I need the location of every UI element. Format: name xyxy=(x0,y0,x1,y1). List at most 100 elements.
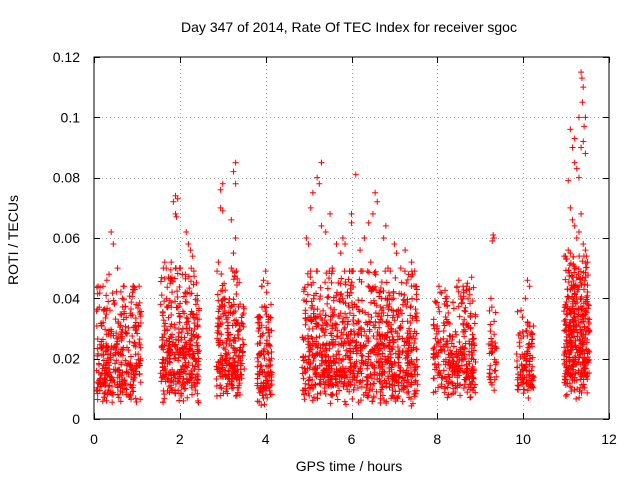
data-point xyxy=(160,367,167,374)
data-point xyxy=(235,384,242,391)
data-point xyxy=(180,375,187,382)
data-point xyxy=(460,385,467,392)
data-point xyxy=(307,317,314,324)
data-point xyxy=(405,370,412,377)
data-point xyxy=(324,300,331,307)
data-point xyxy=(235,328,242,335)
data-point xyxy=(128,396,135,403)
data-point xyxy=(401,292,408,299)
data-point xyxy=(344,289,351,296)
data-point xyxy=(162,357,169,364)
data-point xyxy=(224,380,231,387)
data-point xyxy=(524,277,531,284)
data-point xyxy=(96,341,103,348)
data-point xyxy=(302,315,309,322)
data-point xyxy=(565,364,572,371)
data-point xyxy=(260,395,267,402)
data-point xyxy=(256,398,263,405)
data-point xyxy=(580,286,587,293)
data-point xyxy=(435,328,442,335)
data-point xyxy=(492,339,499,346)
data-point xyxy=(396,324,403,331)
data-point xyxy=(237,301,244,308)
data-point xyxy=(573,395,580,402)
data-point xyxy=(107,330,114,337)
data-point xyxy=(571,386,578,393)
data-point xyxy=(442,295,449,302)
data-point xyxy=(517,379,524,386)
data-point xyxy=(396,367,403,374)
data-point xyxy=(524,348,531,355)
data-point xyxy=(453,331,460,338)
data-point xyxy=(302,321,309,328)
data-point xyxy=(112,316,119,323)
data-point xyxy=(578,296,585,303)
data-point xyxy=(350,316,357,323)
data-point xyxy=(230,309,237,316)
data-point xyxy=(341,398,348,405)
data-point xyxy=(437,343,444,350)
data-point xyxy=(350,320,357,327)
data-point xyxy=(227,310,234,317)
data-point xyxy=(317,284,324,291)
data-point xyxy=(486,307,493,314)
data-point xyxy=(185,241,192,248)
data-point xyxy=(368,375,375,382)
data-point xyxy=(308,282,315,289)
data-point xyxy=(395,306,402,313)
data-point xyxy=(162,372,169,379)
data-point xyxy=(530,323,537,330)
data-point xyxy=(462,304,469,311)
data-point xyxy=(464,389,471,396)
data-point xyxy=(131,362,138,369)
data-point xyxy=(224,325,231,332)
data-point xyxy=(381,336,388,343)
data-point xyxy=(388,321,395,328)
x-tick-label: 4 xyxy=(262,431,270,447)
data-point xyxy=(177,313,184,320)
data-point xyxy=(225,332,232,339)
data-point xyxy=(106,271,113,278)
data-point xyxy=(229,362,236,369)
data-point xyxy=(162,320,169,327)
data-point xyxy=(190,314,197,321)
data-point xyxy=(350,312,357,319)
data-point xyxy=(524,387,531,394)
data-point xyxy=(265,350,272,357)
data-point xyxy=(367,381,374,388)
data-point xyxy=(438,381,445,388)
data-point xyxy=(404,383,411,390)
data-point xyxy=(257,314,264,321)
data-point xyxy=(176,397,183,404)
data-point xyxy=(368,288,375,295)
data-point xyxy=(94,379,101,386)
data-point xyxy=(365,392,372,399)
data-point xyxy=(215,358,222,365)
data-point xyxy=(489,338,496,345)
data-point xyxy=(330,353,337,360)
data-point xyxy=(99,336,106,343)
data-point xyxy=(322,391,329,398)
data-point xyxy=(575,228,582,235)
data-point xyxy=(136,336,143,343)
data-point xyxy=(513,351,520,358)
data-point xyxy=(576,336,583,343)
data-point xyxy=(327,330,334,337)
data-point xyxy=(101,390,108,397)
data-point xyxy=(351,331,358,338)
data-point xyxy=(349,395,356,402)
data-point xyxy=(309,351,316,358)
data-point xyxy=(580,300,587,307)
data-point xyxy=(159,334,166,341)
data-point xyxy=(404,296,411,303)
data-point xyxy=(514,308,521,315)
data-point xyxy=(445,351,452,358)
data-point xyxy=(133,398,140,405)
data-point xyxy=(349,370,356,377)
data-point xyxy=(112,366,119,373)
data-point xyxy=(447,333,454,340)
data-point xyxy=(487,321,494,328)
data-point xyxy=(333,333,340,340)
data-point xyxy=(332,360,339,367)
data-point xyxy=(339,295,346,302)
